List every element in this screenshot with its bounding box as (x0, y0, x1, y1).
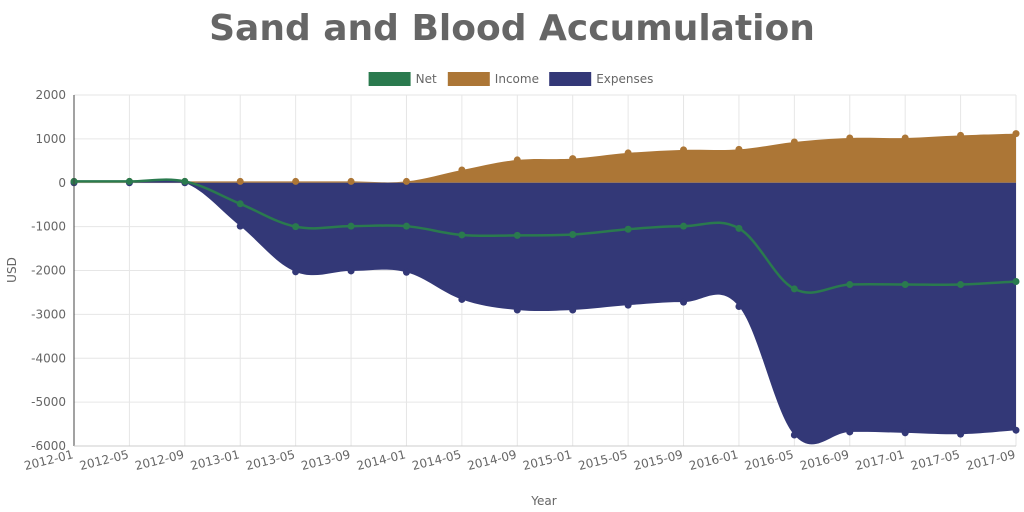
x-tick-label: 2016-09 (798, 447, 850, 473)
y-tick-label: 0 (58, 176, 66, 190)
expenses-point[interactable] (957, 430, 965, 438)
legend-item-expenses[interactable]: Expenses (549, 72, 653, 86)
expenses-point[interactable] (292, 268, 300, 276)
expenses-point[interactable] (513, 306, 521, 314)
net-point[interactable] (347, 222, 355, 230)
income-point[interactable] (236, 177, 244, 185)
legend-swatch (549, 72, 592, 86)
chart-title: Sand and Blood Accumulation (209, 8, 815, 49)
y-tick-label: -2000 (31, 264, 66, 278)
x-tick-label: 2014-01 (355, 447, 407, 473)
net-point[interactable] (402, 222, 410, 230)
legend-item-income[interactable]: Income (447, 72, 539, 86)
expenses-point[interactable] (680, 298, 688, 306)
net-point[interactable] (624, 225, 632, 233)
expenses-area[interactable] (74, 179, 1016, 445)
income-point[interactable] (513, 156, 521, 164)
expenses-point[interactable] (790, 431, 798, 439)
expenses-point[interactable] (735, 302, 743, 310)
legend[interactable]: Net Income Expenses (368, 72, 654, 86)
income-point[interactable] (790, 138, 798, 146)
expenses-point[interactable] (236, 222, 244, 230)
expenses-point[interactable] (569, 306, 577, 314)
y-tick-label: -3000 (31, 307, 66, 321)
income-point[interactable] (1012, 130, 1020, 138)
legend-label: Income (495, 72, 539, 86)
expenses-point[interactable] (1012, 426, 1020, 434)
point-layer (70, 177, 1020, 293)
x-tick-label: 2016-01 (688, 447, 740, 473)
net-point[interactable] (680, 222, 688, 230)
net-point[interactable] (292, 223, 300, 231)
legend-label: Net (416, 72, 437, 86)
net-point[interactable] (1012, 277, 1020, 285)
x-tick-label: 2013-01 (189, 447, 241, 473)
expenses-point[interactable] (901, 429, 909, 437)
x-tick-label: 2017-09 (965, 447, 1017, 473)
area-layer (70, 130, 1020, 445)
legend-swatch (368, 72, 411, 86)
net-point[interactable] (735, 224, 743, 232)
net-point[interactable] (125, 177, 133, 185)
income-point[interactable] (957, 131, 965, 139)
net-point[interactable] (790, 285, 798, 293)
income-point[interactable] (901, 134, 909, 142)
y-tick-label: 2000 (35, 88, 66, 102)
x-tick-label: 2015-05 (577, 447, 629, 473)
x-tick-label: 2017-05 (909, 447, 961, 473)
x-tick-label: 2012-09 (134, 447, 186, 473)
legend-swatch (447, 72, 490, 86)
legend-item-net[interactable]: Net (368, 72, 437, 86)
expenses-point[interactable] (624, 301, 632, 309)
x-tick-label: 2014-09 (466, 447, 518, 473)
expenses-point[interactable] (846, 428, 854, 436)
net-point[interactable] (236, 200, 244, 208)
x-tick-label: 2017-01 (854, 447, 906, 473)
legend-label: Expenses (596, 72, 653, 86)
income-point[interactable] (624, 149, 632, 157)
income-area[interactable] (74, 133, 1016, 183)
y-tick-label: -6000 (31, 439, 66, 453)
x-tick-label: 2016-05 (743, 447, 795, 473)
income-point[interactable] (569, 155, 577, 163)
x-axis-title: Year (530, 494, 556, 508)
income-point[interactable] (292, 177, 300, 185)
y-tick-label: -1000 (31, 220, 66, 234)
x-tick-label: 2012-05 (78, 447, 130, 473)
net-point[interactable] (957, 281, 965, 289)
income-point[interactable] (347, 177, 355, 185)
net-point[interactable] (458, 231, 466, 239)
net-point[interactable] (901, 281, 909, 289)
net-point[interactable] (846, 281, 854, 289)
x-tick-label: 2013-05 (244, 447, 296, 473)
x-tick-label: 2015-01 (521, 447, 573, 473)
y-tick-label: -5000 (31, 395, 66, 409)
x-tick-label: 2013-09 (300, 447, 352, 473)
expenses-point[interactable] (458, 295, 466, 303)
y-axis-title: USD (5, 257, 19, 283)
income-point[interactable] (846, 134, 854, 142)
net-point[interactable] (181, 177, 189, 185)
income-point[interactable] (680, 146, 688, 154)
y-tick-label: 1000 (35, 132, 66, 146)
expenses-point[interactable] (402, 268, 410, 276)
net-point[interactable] (569, 231, 577, 239)
y-tick-label: -4000 (31, 351, 66, 365)
x-tick-label: 2015-09 (632, 447, 684, 473)
income-point[interactable] (735, 145, 743, 153)
expenses-point[interactable] (347, 267, 355, 275)
net-point[interactable] (513, 231, 521, 239)
income-point[interactable] (402, 177, 410, 185)
income-point[interactable] (458, 166, 466, 174)
x-tick-label: 2014-05 (411, 447, 463, 473)
